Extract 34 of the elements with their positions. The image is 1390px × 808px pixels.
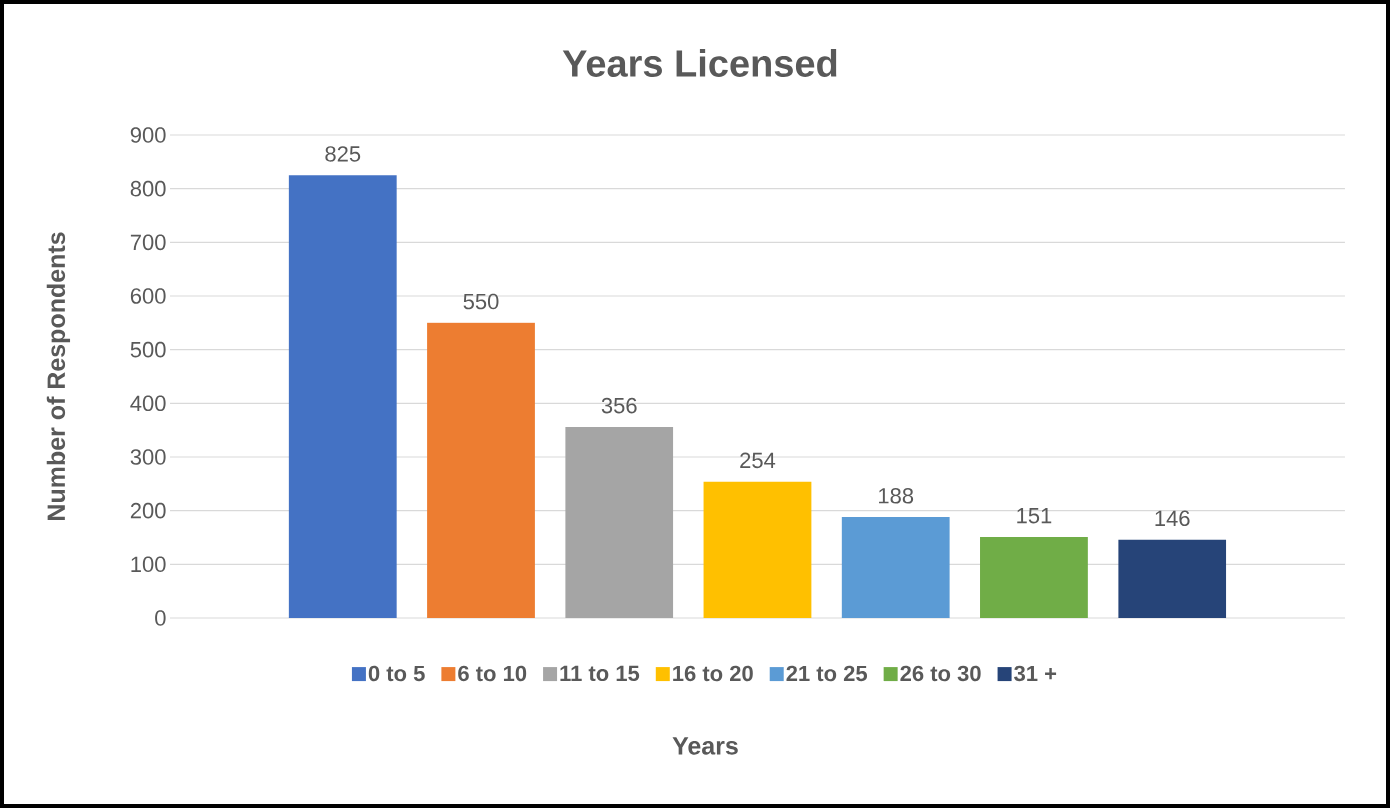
data-label: 825 [325, 146, 361, 162]
data-label: 151 [1017, 508, 1052, 524]
data-label: 356 [601, 397, 637, 414]
bar [703, 481, 812, 618]
y-tick-label: 900 [130, 127, 166, 143]
legend-label: 0 to 5 [368, 665, 425, 682]
y-tick-label: 500 [130, 341, 166, 358]
chart-title: Years Licensed [562, 49, 837, 77]
y-tick-label: 300 [130, 449, 166, 465]
data-label: 146 [1155, 510, 1190, 527]
y-tick-label: 200 [130, 502, 166, 519]
legend-label: 26 to 30 [900, 665, 981, 682]
y-tick-label: 700 [130, 234, 166, 251]
data-label: 550 [463, 293, 499, 310]
bar [980, 536, 1088, 618]
data-label: 254 [740, 452, 776, 469]
bar [288, 175, 397, 618]
data-label: 188 [879, 487, 914, 504]
legend-label: 11 to 15 [560, 665, 640, 682]
y-tick-label: 800 [130, 180, 166, 197]
legend-label: 6 to 10 [458, 665, 527, 682]
y-tick-label: 600 [130, 288, 166, 304]
legend-label: 16 to 20 [673, 665, 753, 682]
bar [1118, 539, 1227, 618]
legend-label: 21 to 25 [786, 665, 868, 682]
y-tick-label: 0 [155, 610, 166, 626]
bar [565, 426, 674, 618]
y-axis-title: Number of Respondents [46, 232, 71, 520]
bar [427, 322, 535, 618]
legend-label: 31 + [1014, 665, 1057, 682]
x-axis-title: Years [672, 737, 738, 755]
bar [841, 517, 950, 618]
y-tick-label: 100 [131, 556, 166, 573]
y-tick-label: 400 [130, 395, 166, 412]
